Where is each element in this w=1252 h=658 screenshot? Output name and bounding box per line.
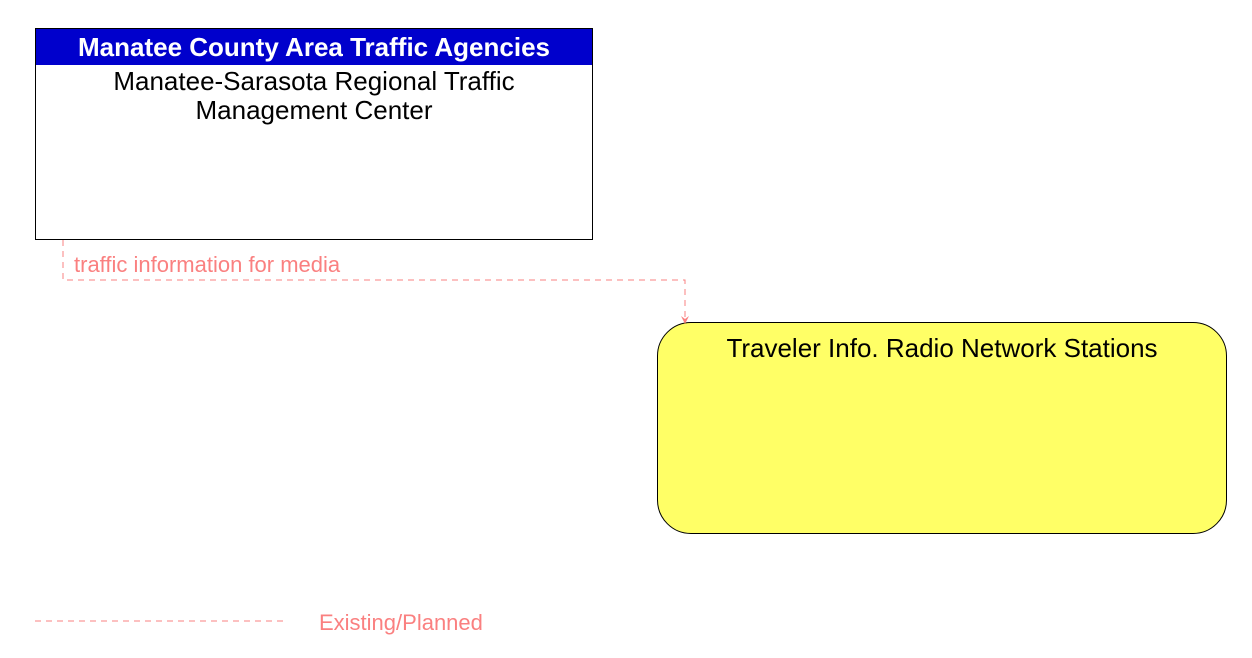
node-radio-label: Traveler Info. Radio Network Stations: [658, 323, 1226, 364]
node-tmc-body: Manatee-Sarasota Regional Traffic Manage…: [36, 65, 592, 124]
legend-label-existing-planned: Existing/Planned: [319, 610, 483, 636]
node-tmc-header: Manatee County Area Traffic Agencies: [36, 29, 592, 65]
node-traffic-management-center: Manatee County Area Traffic Agencies Man…: [35, 28, 593, 240]
node-radio-network-stations: Traveler Info. Radio Network Stations: [657, 322, 1227, 534]
edge-label-traffic-information-for-media: traffic information for media: [74, 252, 340, 278]
